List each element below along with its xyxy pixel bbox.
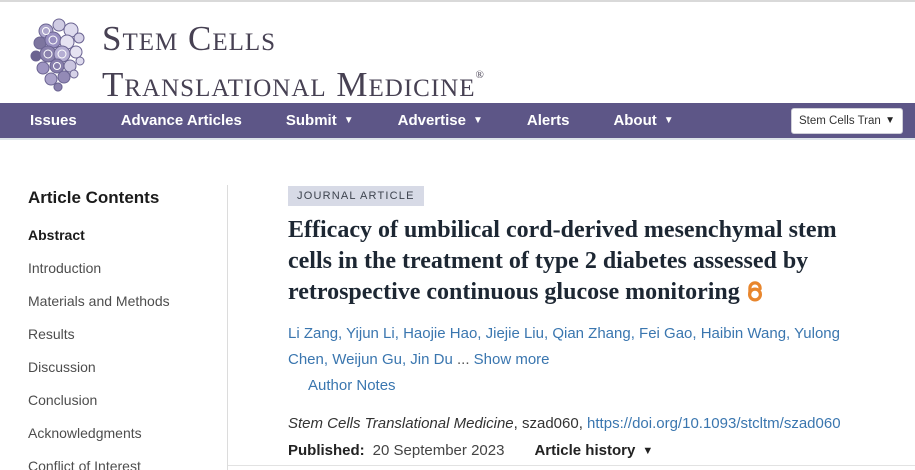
sidebar-item-conflict-of-interest[interactable]: Conflict of Interest — [28, 458, 141, 470]
sidebar-content-divider — [227, 185, 228, 470]
chevron-down-icon: ▼ — [663, 114, 674, 126]
article-title: Efficacy of umbilical cord-derived mesen… — [288, 215, 844, 312]
sidebar-item-abstract[interactable]: Abstract — [28, 227, 85, 243]
nav-item-submit[interactable]: Submit ▼ — [285, 112, 354, 129]
chevron-down-icon: ▼ — [885, 115, 895, 126]
article-contents-sidebar: Article Contents Abstract Introduction M… — [28, 188, 213, 470]
publication-row: Published: 20 September 2023 Article his… — [288, 442, 854, 459]
sidebar-item-introduction[interactable]: Introduction — [28, 260, 102, 276]
logo-line-1: Stem Cells — [102, 19, 277, 58]
author-list: Li Zang, Yijun Li, Haojie Hao, Jiejie Li… — [288, 321, 854, 373]
sidebar-item-results[interactable]: Results — [28, 326, 75, 342]
registered-mark: ® — [475, 69, 484, 81]
published-date: 20 September 2023 — [372, 442, 505, 459]
logo-line-2: Translational Medicine® — [102, 65, 484, 104]
journal-select-dropdown[interactable]: Stem Cells Translational M ▼ — [791, 108, 903, 134]
article-type-badge: JOURNAL ARTICLE — [288, 186, 424, 206]
citation-journal-name: Stem Cells Translational Medicine — [288, 415, 514, 432]
content-bottom-divider — [228, 465, 915, 466]
site-header: Stem Cells Translational Medicine® — [0, 2, 915, 103]
nav-item-advertise[interactable]: Advertise ▼ — [397, 112, 483, 129]
page-top-border — [0, 0, 915, 2]
author-notes-link[interactable]: Author Notes — [308, 377, 396, 394]
article-header: JOURNAL ARTICLE Efficacy of umbilical co… — [288, 186, 854, 459]
show-more-authors-link[interactable]: Show more — [473, 351, 550, 368]
main-navigation: Issues Advance Articles Submit ▼ Advertis… — [0, 103, 915, 140]
sidebar-title: Article Contents — [28, 188, 160, 207]
chevron-down-icon: ▼ — [473, 114, 483, 126]
doi-link[interactable]: https://doi.org/10.1093/stcltm/szad060 — [587, 415, 841, 432]
journal-logo-text: Stem Cells Translational Medicine® — [102, 21, 484, 103]
journal-select-value: Stem Cells Translational M — [799, 115, 881, 127]
nav-item-advance-articles[interactable]: Advance Articles — [120, 112, 242, 129]
published-label: Published: — [288, 442, 365, 459]
stem-cells-cluster-logo-icon — [26, 13, 90, 98]
sidebar-item-conclusion[interactable]: Conclusion — [28, 392, 98, 408]
citation-line: Stem Cells Translational Medicine, szad0… — [288, 415, 854, 432]
citation-article-id: , szad060, — [513, 415, 588, 432]
sidebar-item-discussion[interactable]: Discussion — [28, 359, 96, 375]
sidebar-item-materials-and-methods[interactable]: Materials and Methods — [28, 293, 170, 309]
nav-item-issues[interactable]: Issues — [30, 112, 77, 129]
article-history-toggle[interactable]: Article history ▼ — [534, 442, 654, 459]
authors-ellipsis: ... — [452, 351, 474, 368]
chevron-down-icon: ▼ — [642, 444, 654, 457]
nav-item-alerts[interactable]: Alerts — [526, 112, 570, 129]
sidebar-item-acknowledgments[interactable]: Acknowledgments — [28, 425, 142, 441]
journal-logo[interactable]: Stem Cells Translational Medicine® — [26, 13, 484, 103]
nav-item-about[interactable]: About ▼ — [613, 112, 674, 129]
open-access-icon — [745, 281, 765, 309]
chevron-down-icon: ▼ — [343, 114, 354, 126]
author-names-links[interactable]: Li Zang, Yijun Li, Haojie Hao, Jiejie Li… — [288, 325, 840, 368]
